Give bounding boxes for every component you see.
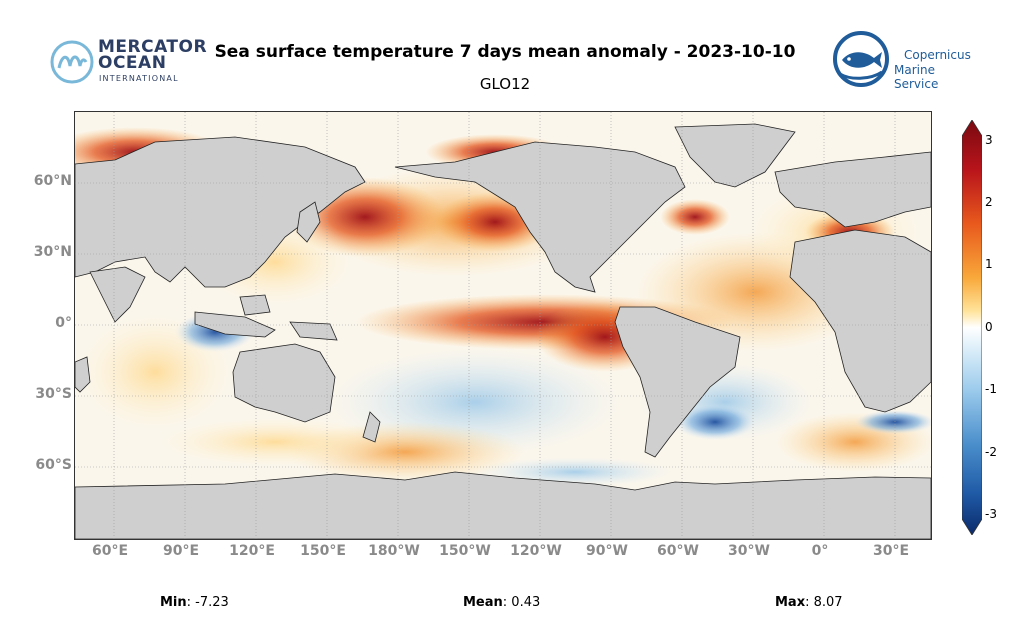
colorbar [962,120,982,535]
lat-label-60n: 60°N [33,173,72,189]
map-canvas [75,112,931,539]
graticule [75,112,931,539]
colorbar-tick-3: 3 [985,133,993,147]
lon-label-90w: 90°W [586,543,628,559]
india-land [89,266,146,323]
land-masses [75,123,931,539]
logo-ocean-text: OCEAN [98,53,167,73]
indonesia-land [194,311,276,338]
mercator-ocean-logo: MERCATOR OCEAN INTERNATIONAL [50,38,207,88]
lon-label-180w: 180°W [368,543,420,559]
antarctica-land [75,471,931,539]
madagascar-land [75,356,91,393]
lat-label-0: 0° [55,315,72,331]
sst-anomaly-map[interactable] [74,111,932,540]
stat-min-value: : -7.23 [186,595,229,610]
lat-label-60s: 60°S [35,457,72,473]
lon-label-30e: 30°E [872,543,910,559]
stat-max-label: Max [775,595,806,610]
colorbar-tick-neg3: -3 [985,507,997,521]
europe-land [774,151,931,228]
mercator-wave-icon [50,40,94,84]
logo-copernicus-text: Copernicus [904,48,971,62]
stat-min: Min: -7.23 [160,595,229,610]
south-america-land [614,306,741,458]
lon-label-0: 0° [811,543,829,559]
copernicus-logo: Copernicus Marine Service [832,30,982,91]
stat-min-label: Min [160,595,187,610]
colorbar-tick-0: 0 [985,320,993,334]
lon-label-150w: 150°W [439,543,491,559]
lon-label-90e: 90°E [162,543,200,559]
colorbar-tick-neg2: -2 [985,445,997,459]
borneo-land [239,294,271,316]
map-subtitle: GLO12 [479,75,531,93]
lon-label-120w: 120°W [510,543,562,559]
fish-icon [833,31,889,87]
stat-mean-value: : 0.43 [502,595,541,610]
greenland-land [674,123,796,188]
australia-land [232,343,336,423]
lat-label-30n: 30°N [33,244,72,260]
africa-land [789,229,931,413]
lon-label-60e: 60°E [91,543,129,559]
new-zealand-land [362,411,381,443]
papua-land [289,321,338,341]
colorbar-tick-1: 1 [985,257,993,271]
stat-mean-label: Mean [463,595,503,610]
colorbar-tick-2: 2 [985,195,993,209]
japan-land [296,201,321,243]
lon-label-30w: 30°W [728,543,770,559]
lat-label-30s: 30°S [35,386,72,402]
map-title: Sea surface temperature 7 days mean anom… [214,42,796,62]
lon-label-120e: 120°E [229,543,275,559]
logo-marine-service-text: Marine Service [894,63,939,91]
asia-land [75,136,366,288]
stat-mean: Mean: 0.43 [463,595,540,610]
logo-international-text: INTERNATIONAL [99,74,179,83]
stat-max-value: : 8.07 [805,595,843,610]
stat-max: Max: 8.07 [775,595,843,610]
colorbar-tick-neg1: -1 [985,382,997,396]
logo-mercator-text: MERCATOR [98,37,208,57]
lon-label-60w: 60°W [657,543,699,559]
lon-label-150e: 150°E [300,543,346,559]
